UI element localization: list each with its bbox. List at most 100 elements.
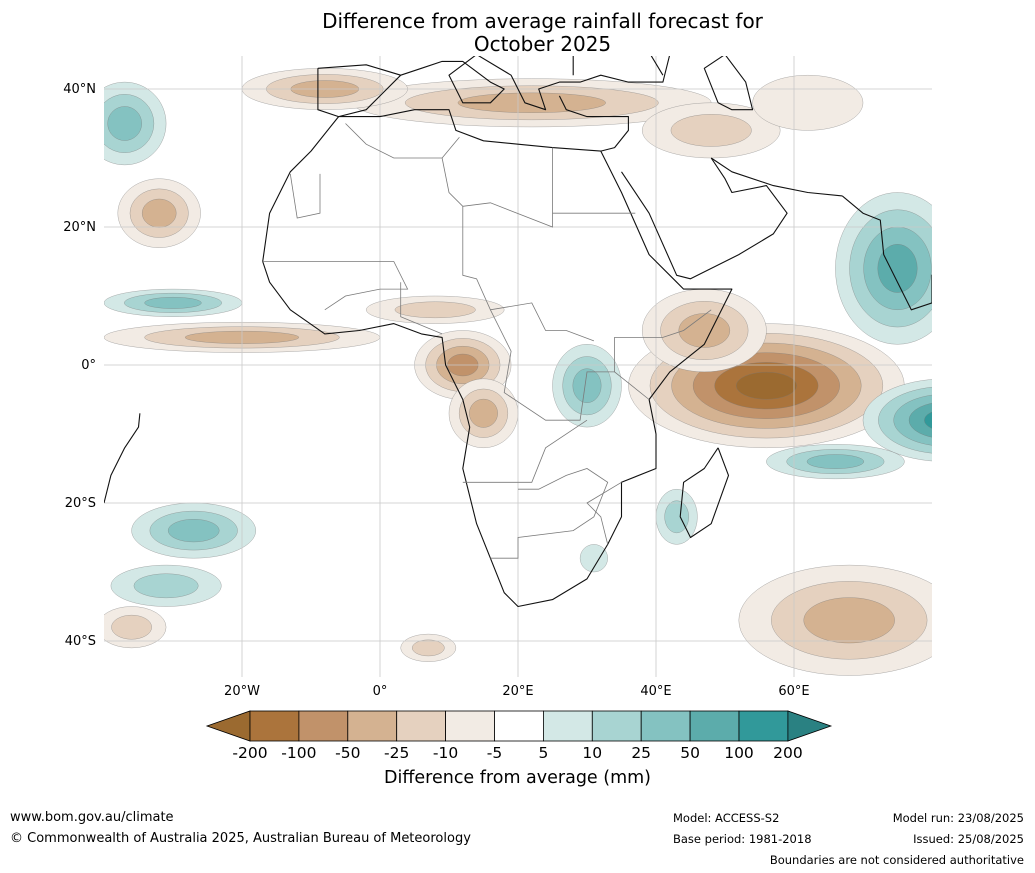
- anomaly-contour: [877, 244, 918, 293]
- anomaly-contour: [736, 371, 797, 400]
- colorbar-bin: [640, 710, 691, 742]
- colorbar-tick-label: -5: [486, 744, 503, 762]
- chart-title: Difference from average rainfall forecas…: [0, 10, 1035, 56]
- anomaly-contour: [678, 313, 731, 348]
- colorbar-bin: [249, 710, 300, 742]
- arabia-coast: [621, 157, 788, 280]
- anomaly-canary-dry: [117, 178, 201, 248]
- colorbar-bin: [298, 710, 349, 742]
- anomaly-south-atlantic-wet-2: [110, 564, 222, 607]
- footer-model: Model: ACCESS-S2: [673, 811, 780, 825]
- anomaly-contour: [111, 614, 152, 640]
- india-coast: [841, 195, 932, 311]
- colorbar-bin: [542, 710, 593, 742]
- colorbar-bin: [494, 710, 544, 742]
- anomaly-south-atlantic-wet: [131, 502, 256, 559]
- anomaly-lesotho-wet: [579, 544, 608, 573]
- anatolia-levant-coast: [558, 95, 629, 152]
- footer-copyright: © Commonwealth of Australia 2025, Austra…: [10, 831, 471, 846]
- anomaly-cape-dry: [400, 633, 457, 662]
- anomaly-south-indian-dry: [738, 564, 932, 676]
- country-border: [586, 481, 622, 545]
- country-border: [345, 123, 460, 159]
- lon-tick-0: 0°: [372, 684, 388, 699]
- colorbar-tick-label: 10: [582, 744, 603, 762]
- country-border: [462, 206, 595, 342]
- colorbar-tick-label: 25: [631, 744, 652, 762]
- country-border: [614, 371, 650, 400]
- anomaly-trade-wind-wet: [766, 444, 905, 480]
- lat-tick-40n: 40°N: [63, 82, 96, 97]
- anomaly-arabian-sea-wet: [835, 192, 932, 345]
- coastlines: [104, 56, 932, 608]
- anomaly-contour: [572, 368, 602, 403]
- anomaly-itcz-wet: [104, 288, 243, 317]
- colorbar-bin: [396, 710, 446, 742]
- anomaly-central-asia-dry: [752, 75, 864, 131]
- colorbar-extend-max: [787, 710, 833, 742]
- anomaly-horn-dry: [642, 288, 767, 373]
- anomaly-congo-dry: [448, 378, 519, 448]
- anomaly-north-atlantic-wet: [104, 81, 167, 166]
- colorbar-tick-label: 100: [724, 744, 754, 762]
- lon-tick-40e: 40°E: [640, 684, 672, 699]
- colorbar-tick-label: 5: [538, 744, 549, 762]
- colorbar-bin: [445, 710, 495, 742]
- iran-coast: [710, 157, 843, 197]
- country-border: [490, 309, 712, 421]
- anomaly-contour: [664, 500, 689, 534]
- iberia-coast: [317, 64, 402, 118]
- lon-tick-20w: 20°W: [224, 684, 260, 699]
- anomaly-sw-indian-ocean-wet: [862, 379, 932, 462]
- anomaly-contour: [924, 411, 932, 429]
- colorbar-bin: [591, 710, 642, 742]
- anomaly-sahel-dry: [366, 295, 505, 324]
- footer-model-run: Model run: 23/08/2025: [892, 811, 1024, 825]
- colorbar-caption: Difference from average (mm): [383, 768, 652, 788]
- colorbar-bin: [738, 710, 789, 742]
- anomaly-contour: [107, 106, 142, 141]
- lat-tick-20s: 20°S: [64, 496, 96, 511]
- colorbar-tick-label: -50: [335, 744, 361, 762]
- colorbar-tick-label: -100: [281, 744, 317, 762]
- country-border: [490, 468, 609, 559]
- colorbar-tick-label: -200: [232, 744, 268, 762]
- lat-tick-equator: 0°: [81, 358, 96, 373]
- graticule: [104, 56, 932, 677]
- anomaly-contour: [142, 198, 177, 228]
- anomaly-mediterranean-dry: [352, 78, 712, 128]
- footer-disclaimer: Boundaries are not considered authoritat…: [769, 853, 1024, 867]
- colorbar-bin: [347, 710, 398, 742]
- anomaly-south-atlantic-dry: [104, 606, 167, 649]
- footer-issued: Issued: 25/08/2025: [913, 832, 1024, 846]
- brazil-coast: [104, 413, 141, 504]
- black-sea-coast: [572, 56, 664, 76]
- country-border: [400, 282, 443, 335]
- madagascar-coast: [679, 447, 730, 539]
- anomaly-contour: [579, 544, 608, 573]
- europe-coast: [400, 56, 670, 111]
- lon-tick-20e: 20°E: [502, 684, 534, 699]
- lat-tick-20n: 20°N: [63, 220, 96, 235]
- anomaly-contour: [167, 519, 220, 543]
- anomaly-contour: [752, 75, 864, 131]
- title-line-1: Difference from average rainfall forecas…: [322, 9, 763, 33]
- anomaly-contour: [803, 597, 895, 644]
- anomaly-lake-victoria-wet: [552, 344, 622, 428]
- colorbar-tick-label: -25: [384, 744, 410, 762]
- footer-base-period: Base period: 1981-2018: [673, 832, 812, 846]
- lat-tick-40s: 40°S: [64, 634, 96, 649]
- anomaly-middle-east-dry: [642, 102, 781, 159]
- colorbar: [205, 710, 833, 742]
- colorbar-bin: [689, 710, 740, 742]
- caspian-coast: [703, 56, 754, 111]
- anomaly-contour: [469, 398, 498, 428]
- footer-website: www.bom.gov.au/climate: [10, 810, 174, 825]
- anomaly-layer: [104, 68, 932, 676]
- anomaly-contour: [412, 639, 445, 657]
- anomaly-contour: [908, 402, 932, 438]
- country-border: [262, 261, 409, 311]
- anomaly-contour: [133, 573, 199, 599]
- anomaly-madagascar-wet: [655, 489, 698, 545]
